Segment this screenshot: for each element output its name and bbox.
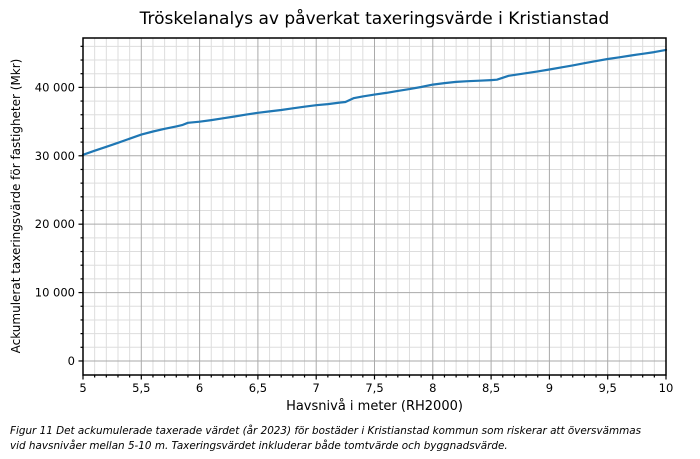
x-tick-label: 5,5 xyxy=(132,381,150,395)
y-tick-label: 30 000 xyxy=(35,149,75,163)
x-tick-label: 5 xyxy=(79,381,86,395)
y-tick-labels: 0 10 000 20 000 30 000 40 000 xyxy=(35,80,75,368)
x-tick-label: 7,5 xyxy=(365,381,383,395)
chart-title: Tröskelanalys av påverkat taxeringsvärde… xyxy=(139,9,610,29)
x-tick-label: 8 xyxy=(429,381,436,395)
figure-caption: Figur 11 Det ackumulerade taxerade värde… xyxy=(10,424,694,453)
caption-line: vid havsnivåer mellan 5-10 m. Taxeringsv… xyxy=(10,439,508,452)
x-tick-label: 7 xyxy=(313,381,320,395)
y-tick-label: 0 xyxy=(68,354,75,368)
x-tick-label: 10 xyxy=(659,381,674,395)
y-axis-label: Ackumulerat taxeringsvärde för fastighet… xyxy=(9,58,23,354)
axis-ticks xyxy=(78,45,667,380)
x-tick-label: 8,5 xyxy=(482,381,500,395)
y-tick-label: 10 000 xyxy=(35,286,75,300)
x-tick-label: 9,5 xyxy=(599,381,617,395)
y-tick-label: 40 000 xyxy=(35,80,75,94)
chart-canvas: 5 5,5 6 6,5 7 7,5 8 8,5 9 9,5 10 0 10 000 20 000 30 00… xyxy=(35,37,673,395)
y-tick-label: 20 000 xyxy=(35,217,75,231)
series-line xyxy=(81,48,668,156)
x-tick-label: 6 xyxy=(196,381,203,395)
caption-line: Figur 11 Det ackumulerade taxerade värde… xyxy=(10,425,642,437)
grid-major xyxy=(82,38,667,375)
x-tick-label: 6,5 xyxy=(249,381,267,395)
x-tick-labels: 5 5,5 6 6,5 7 7,5 8 8,5 9 9,5 10 xyxy=(79,381,673,395)
x-tick-label: 9 xyxy=(546,381,553,395)
x-axis-label: Havsnivå i meter (RH2000) xyxy=(286,399,463,414)
